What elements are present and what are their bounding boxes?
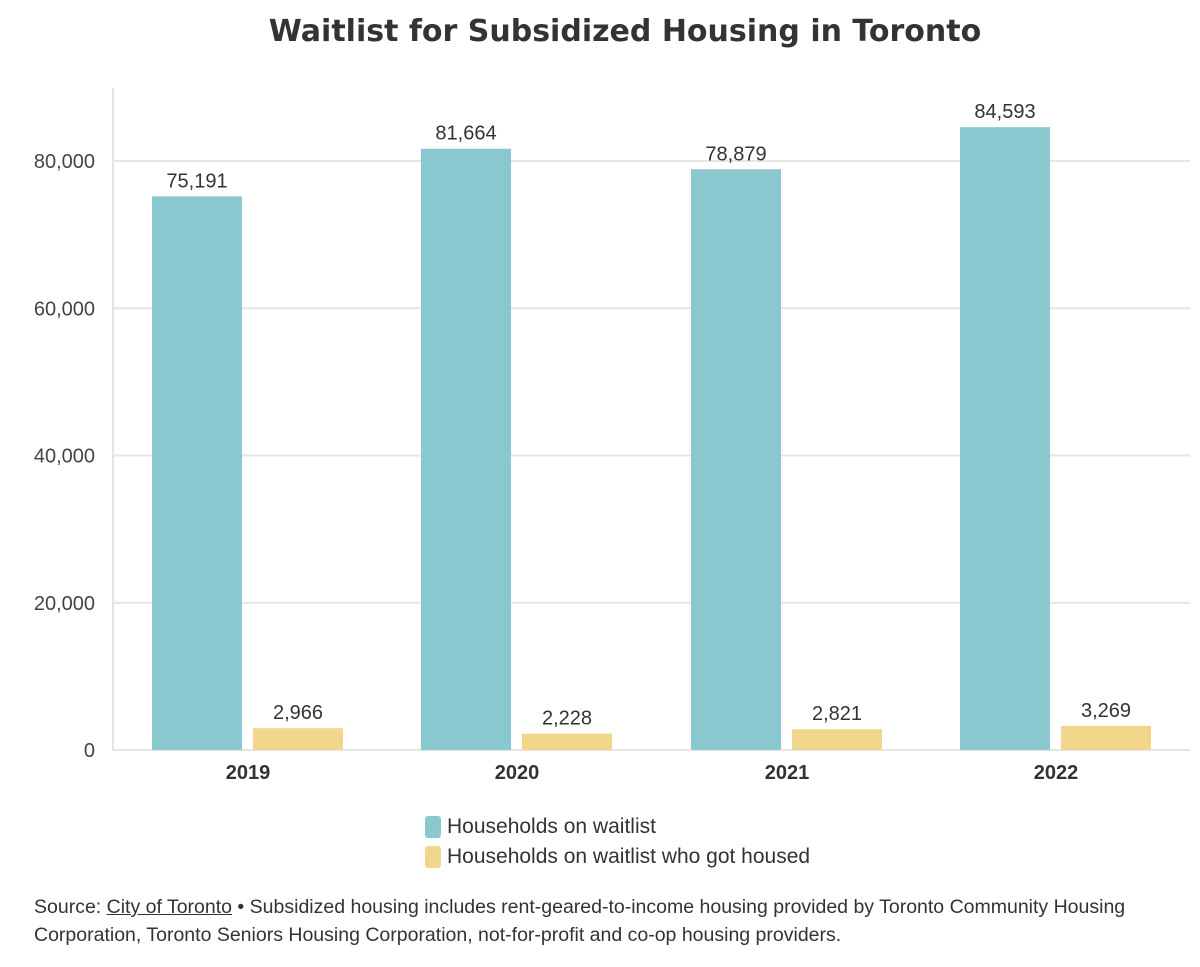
data-label: 2,966: [273, 702, 323, 724]
bar-housed-2019[interactable]: [253, 728, 343, 750]
bar-housed-2022[interactable]: [1061, 725, 1151, 750]
data-label: 75,191: [166, 170, 227, 192]
bar-chart: 0 20,000 40,000 60,000 80,000 75,191 2,966 2019…: [34, 88, 1190, 784]
legend-item-housed[interactable]: Households on waitlist who got housed: [425, 842, 810, 872]
data-label: 3,269: [1081, 700, 1131, 722]
legend-swatch-housed: [425, 846, 441, 868]
legend-item-waitlist[interactable]: Households on waitlist: [425, 812, 810, 842]
chart-title: Waitlist for Subsidized Housing in Toron…: [268, 14, 982, 49]
data-label: 2,821: [812, 703, 862, 725]
legend-swatch-waitlist: [425, 816, 441, 838]
y-tick-label: 80,000: [34, 151, 95, 173]
y-tick-label: 0: [84, 740, 95, 762]
legend-label-waitlist: Households on waitlist: [447, 815, 656, 838]
source-prefix: Source:: [34, 896, 107, 918]
legend-label-housed: Households on waitlist who got housed: [447, 845, 811, 868]
legend: Households on waitlist Households on wai…: [425, 812, 810, 872]
y-tick-label: 60,000: [34, 298, 95, 320]
bar-housed-2020[interactable]: [522, 733, 612, 750]
y-tick-label: 20,000: [34, 593, 95, 615]
bar-waitlist-2020[interactable]: [421, 148, 511, 751]
y-tick-label: 40,000: [34, 446, 95, 468]
bar-waitlist-2022[interactable]: [960, 127, 1050, 751]
source-description: • Subsidized housing includes rent-geare…: [34, 896, 1126, 946]
data-label: 2,228: [542, 708, 592, 730]
source-note: Source: City of Toronto • Subsidized hou…: [34, 893, 1174, 949]
x-tick-label: 2019: [226, 762, 271, 784]
bar-waitlist-2021[interactable]: [691, 169, 781, 750]
data-label: 78,879: [705, 143, 766, 165]
data-label: 81,664: [435, 123, 496, 145]
x-tick-label: 2020: [495, 762, 540, 784]
source-link[interactable]: City of Toronto: [106, 896, 232, 918]
bar-waitlist-2019[interactable]: [152, 196, 242, 751]
bar-housed-2021[interactable]: [792, 729, 882, 750]
x-tick-label: 2021: [765, 762, 810, 784]
x-tick-label: 2022: [1034, 762, 1079, 784]
data-label: 84,593: [974, 101, 1035, 123]
